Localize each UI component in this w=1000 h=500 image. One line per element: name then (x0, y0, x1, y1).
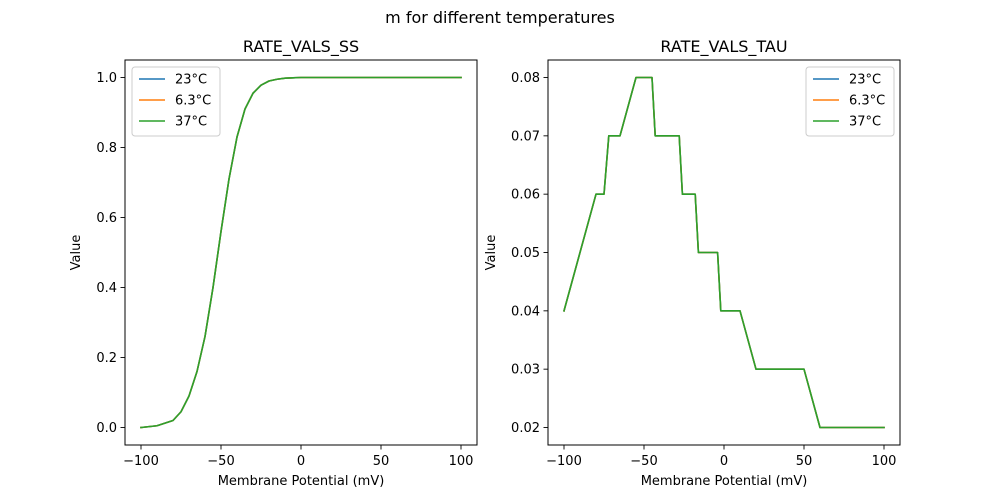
y-tick-label: 0.02 (511, 421, 540, 436)
series-line-3 (563, 76, 885, 429)
legend-box (131, 66, 221, 137)
x-tick-label: −100 (546, 454, 582, 469)
y-tick-label: 0.08 (511, 71, 540, 86)
y-tick-label: 0.2 (96, 351, 117, 366)
x-tick-label: −50 (207, 454, 234, 469)
y-axis-title: Value (69, 235, 84, 271)
x-tick-label: 0 (720, 454, 728, 469)
y-tick-label: 0.07 (511, 129, 540, 144)
x-tick-label: 100 (872, 454, 897, 469)
plot-title: RATE_VALS_TAU (660, 37, 787, 57)
x-tick-label: 50 (796, 454, 813, 469)
legend-label: 37°C (175, 115, 207, 130)
x-tick-label: 0 (297, 454, 305, 469)
legend-label: 6.3°C (175, 94, 211, 109)
plot-title: RATE_VALS_SS (243, 37, 359, 57)
legend: 23°C 6.3°C 37°C (131, 66, 221, 137)
x-axis-title: Membrane Potential (mV) (218, 474, 385, 489)
y-tick-label: 0.05 (511, 246, 540, 261)
y-tick-label: 0.8 (96, 141, 117, 156)
x-tick-label: −50 (630, 454, 657, 469)
y-tick-label: 1.0 (96, 71, 117, 86)
y-tick-label: 0.6 (96, 211, 117, 226)
x-axis-title: Membrane Potential (mV) (641, 474, 808, 489)
y-tick-label: 0.0 (96, 421, 117, 436)
x-tick-label: 50 (373, 454, 390, 469)
legend-label: 23°C (175, 73, 207, 88)
y-tick-label: 0.03 (511, 363, 540, 378)
x-tick-label: 100 (449, 454, 474, 469)
figure-suptitle: m for different temperatures (385, 8, 615, 27)
series-line-3 (140, 76, 462, 429)
legend: 23°C 6.3°C 37°C (805, 66, 895, 137)
legend-box (805, 66, 895, 137)
x-tick-label: −100 (123, 454, 159, 469)
y-tick-label: 0.06 (511, 188, 540, 203)
legend-label: 23°C (849, 73, 881, 88)
legend-label: 37°C (849, 115, 881, 130)
subplot-rate-vals-tau: RATE_VALS_TAU −100 −50 0 50 100 0.02 0.03 0.04 0.… (484, 37, 901, 489)
subplot-rate-vals-ss: RATE_VALS_SS −100 −50 0 50 100 0.0 0.2 0.4 0.6 0.8… (69, 37, 478, 489)
legend-label: 6.3°C (849, 94, 885, 109)
y-tick-label: 0.4 (96, 281, 117, 296)
y-tick-label: 0.04 (511, 304, 540, 319)
y-axis-title: Value (484, 235, 499, 271)
